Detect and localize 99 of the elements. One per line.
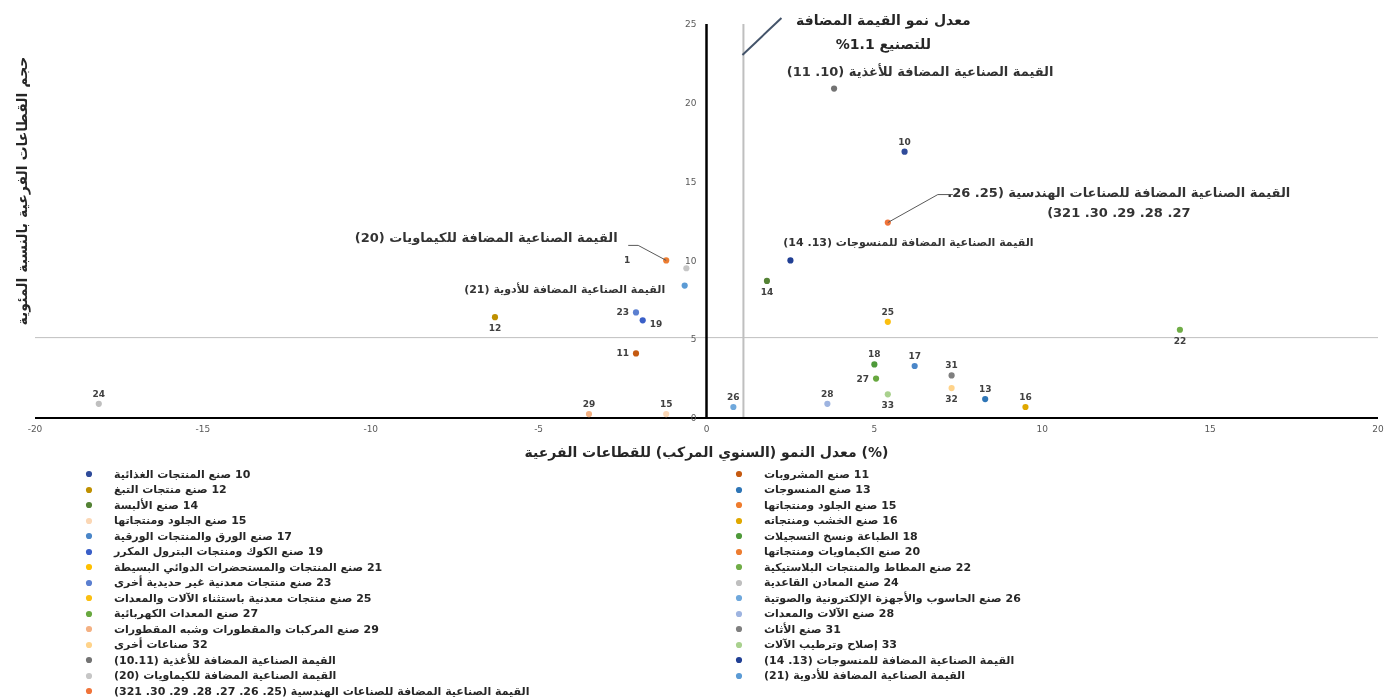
- point: [491, 314, 499, 321]
- annotation: القيمة الصناعية المضافة للأدوية (21): [463, 281, 667, 298]
- point: [787, 257, 794, 264]
- x-tick-label: -15: [195, 424, 211, 435]
- annotation: القيمة الصناعية المضافة للمنسوجات (13. 14): [782, 235, 1035, 252]
- point: [911, 362, 918, 370]
- legend-label: 19 صنع الكوك ومنتجات البترول المكرر: [114, 545, 324, 559]
- y-tick-label: 25: [685, 19, 697, 30]
- x-tick-label: 10: [1036, 424, 1049, 435]
- x-tick-label: -10: [363, 424, 379, 435]
- legend-label: 24 صنع المعادن القاعدية: [764, 576, 899, 590]
- legend-label: القيمة الصناعية المضافة للأغذية (10.11): [114, 653, 336, 667]
- annotation: 33: [881, 400, 895, 411]
- legend-label: 25 صنع منتجات معدنية باستثناء الآلات والمعدات: [114, 591, 372, 605]
- legend-label: 22 صنع المطاط والمنتجات البلاستيكية: [764, 560, 972, 574]
- legend-label: 14 صنع الألبسة: [114, 498, 199, 512]
- y-axis-title: حجم القطاعات الفرعية بالنسبة المئوية: [14, 56, 31, 326]
- annotation: 15: [659, 399, 673, 410]
- legend-label: 27 صنع المعدات الكهربائية: [114, 607, 259, 621]
- x-axis-title: معدل النمو (السنوي المركب) للقطاعات الفرعية (%): [524, 444, 889, 462]
- annotation: 11: [616, 348, 629, 359]
- legend-label: 21 صنع المنتجات والمستحضرات الدوائي البسيطة: [114, 560, 383, 574]
- annotation: 31: [945, 360, 958, 371]
- legend-label: 20 صنع الكيماويات ومنتجاتها: [764, 545, 921, 559]
- annotation: 1: [623, 255, 631, 266]
- legend-label: 12 صنع منتجات التبغ: [114, 483, 227, 497]
- annotation: 24: [92, 388, 106, 399]
- point: [585, 410, 593, 418]
- annotation: 32: [945, 394, 958, 405]
- legend-label: القيمة الصناعية المضافة للأدوية (21): [764, 669, 965, 683]
- point: [639, 317, 646, 324]
- legend-label: 28 صنع الآلات والمعدات: [764, 607, 895, 621]
- legend-label: 16 صنع الخشب ومنتجاته: [764, 514, 898, 528]
- annotation: القيمة الصناعية المضافة للصناعات الهندسية (25. 26. 27. 28. 29. 30. 321): [946, 183, 1292, 222]
- x-tick-label: 15: [1204, 424, 1216, 435]
- annotation: 12: [488, 323, 502, 334]
- legend-label: 23 صنع منتجات معدنية غير حديدية أخرى: [114, 576, 332, 590]
- legend-label: 32 صناعات أخرى: [114, 638, 208, 652]
- y-tick-label: 5: [690, 334, 697, 345]
- x-tick-label: -20: [27, 424, 43, 435]
- point: [730, 403, 737, 411]
- point: [871, 361, 878, 368]
- x-tick-label: 20: [1372, 424, 1384, 435]
- point: [681, 282, 688, 289]
- legend-label: 17 صنع الورق والمنتجات الورقية: [114, 529, 292, 543]
- point: [884, 318, 891, 325]
- annotation: 29: [582, 399, 596, 410]
- x-tick-label: 0: [703, 424, 710, 435]
- annotation: 22: [1173, 335, 1187, 346]
- point: [663, 410, 670, 418]
- annotation: 19: [649, 319, 663, 330]
- y-tick-label: 15: [685, 176, 697, 187]
- x-tick-label: -5: [534, 424, 544, 435]
- point: [831, 85, 838, 92]
- point: [824, 400, 831, 407]
- annotation: 28: [821, 388, 834, 399]
- legend-label: القيمة الصناعية المضافة للصناعات الهندسية (25. 26. 27. 28. 29. 30. 321): [114, 684, 530, 698]
- legend-label: 11 صنع المشروبات: [764, 467, 870, 481]
- x-tick-label: 5: [871, 424, 878, 435]
- point: [683, 265, 690, 272]
- legend-label: 15 صنع الجلود ومنتجاتها: [114, 514, 247, 528]
- legend-label: القيمة الصناعية المضافة للمنسوجات (13. 14): [764, 653, 1015, 667]
- point: [948, 384, 955, 392]
- legend-label: القيمة الصناعية المضافة للكيماويات (20): [114, 669, 337, 683]
- annotation: 23: [616, 307, 629, 318]
- legend-label: 33 إصلاح وترطيب الآلات: [764, 638, 897, 652]
- point: [632, 309, 640, 316]
- legend-label: 18 الطباعة ونسخ التسجيلات: [764, 529, 918, 543]
- point: [1022, 403, 1029, 411]
- y-tick-label: 0: [690, 413, 697, 424]
- ref-line-label: معدل نمو القيمة المضافة للتصنيع 1.1%: [795, 11, 972, 55]
- annotation: 14: [760, 286, 774, 297]
- point: [982, 396, 989, 403]
- point: [632, 350, 640, 357]
- point: [884, 391, 891, 398]
- annotation: 17: [908, 350, 921, 361]
- point: [763, 277, 771, 284]
- annotation: 18: [868, 349, 881, 360]
- annotation: 10: [898, 136, 911, 147]
- annotation: 16: [1019, 391, 1032, 402]
- legend-label: 31 صنع الأثاث: [764, 622, 841, 636]
- point: [901, 148, 908, 155]
- point: [948, 372, 955, 379]
- legend-label: 26 صنع الحاسوب والأجهزة الإلكترونية والصوتية: [764, 591, 1021, 605]
- y-tick-label: 20: [685, 98, 697, 108]
- annotation: 25: [881, 306, 895, 317]
- legend-label: 29 صنع المركبات والمقطورات وشبه المقطورات: [114, 622, 379, 636]
- legend-label: 10 صنع المنتجات الغذائية: [114, 467, 251, 481]
- point: [1176, 326, 1183, 333]
- annotation: القيمة الصناعية المضافة للأغذية (10. 11): [785, 62, 1055, 81]
- annotation: 13: [978, 384, 992, 395]
- annotation: 26: [727, 391, 740, 402]
- point: [872, 375, 880, 382]
- annotation: 27: [856, 373, 870, 384]
- legend-label: 13 صنع المنسوجات: [764, 483, 871, 497]
- y-tick-label: 10: [685, 255, 697, 266]
- point: [95, 400, 102, 407]
- legend-label: 15 صنع الجلود ومنتجاتها: [764, 498, 897, 512]
- annotation: القيمة الصناعية المضافة للكيماويات (20): [353, 229, 619, 248]
